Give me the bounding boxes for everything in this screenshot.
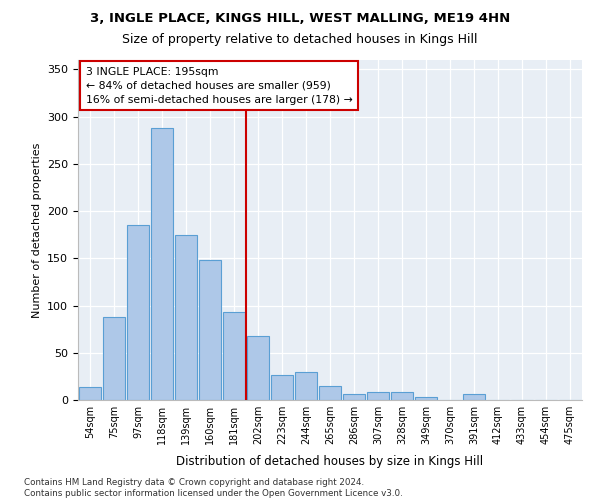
X-axis label: Distribution of detached houses by size in Kings Hill: Distribution of detached houses by size … — [176, 456, 484, 468]
Text: Contains HM Land Registry data © Crown copyright and database right 2024.
Contai: Contains HM Land Registry data © Crown c… — [24, 478, 403, 498]
Bar — [295, 372, 317, 400]
Bar — [319, 386, 341, 400]
Bar — [367, 392, 389, 400]
Text: 3, INGLE PLACE, KINGS HILL, WEST MALLING, ME19 4HN: 3, INGLE PLACE, KINGS HILL, WEST MALLING… — [90, 12, 510, 26]
Text: 3 INGLE PLACE: 195sqm
← 84% of detached houses are smaller (959)
16% of semi-det: 3 INGLE PLACE: 195sqm ← 84% of detached … — [86, 67, 352, 105]
Bar — [391, 392, 413, 400]
Text: Size of property relative to detached houses in Kings Hill: Size of property relative to detached ho… — [122, 32, 478, 46]
Bar — [463, 394, 485, 400]
Bar — [223, 312, 245, 400]
Bar — [247, 336, 269, 400]
Bar — [415, 397, 437, 400]
Bar — [127, 226, 149, 400]
Bar — [151, 128, 173, 400]
Bar — [343, 394, 365, 400]
Bar — [271, 374, 293, 400]
Bar — [199, 260, 221, 400]
Bar — [103, 317, 125, 400]
Bar — [79, 387, 101, 400]
Y-axis label: Number of detached properties: Number of detached properties — [32, 142, 41, 318]
Bar — [175, 234, 197, 400]
